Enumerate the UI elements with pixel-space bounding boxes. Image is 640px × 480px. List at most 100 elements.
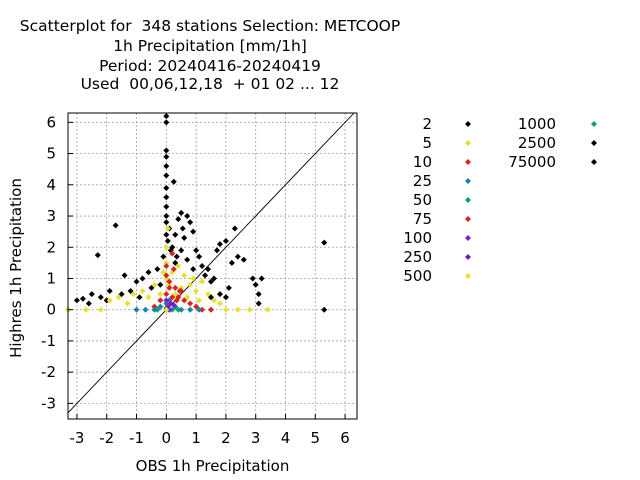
legend-label-75: 75 [413, 210, 432, 228]
point-series-2-68 [172, 259, 179, 266]
point-series-2-15 [145, 269, 152, 276]
point-series-2-31 [164, 238, 171, 245]
point-series-2-8 [94, 252, 101, 259]
point-series-2-72 [160, 253, 167, 260]
identity-line [67, 112, 355, 414]
y-tick-label-8: 5 [46, 145, 56, 163]
point-series-2-21 [163, 147, 170, 154]
point-series-2-23 [163, 163, 170, 170]
legend-label-75000: 75000 [508, 153, 556, 171]
point-series-25-9 [196, 306, 203, 313]
point-series-2-62 [255, 300, 262, 307]
point-series-10-2 [166, 278, 173, 285]
point-series-5-3 [106, 297, 113, 304]
chart-subtitle-used: Used 00,06,12,18 + 01 02 ... 12 [80, 75, 340, 93]
point-series-2-11 [127, 287, 134, 294]
legend-label-2500: 2500 [518, 134, 556, 152]
point-series-2-53 [225, 284, 232, 291]
point-series-5-31 [166, 281, 173, 288]
point-series-10-1 [163, 272, 170, 279]
point-series-10-0 [163, 263, 170, 269]
legend-marker-50 [465, 197, 471, 203]
point-series-5-4 [115, 294, 122, 301]
legend-marker-5 [465, 140, 471, 146]
legend-label-2: 2 [422, 115, 432, 133]
point-series-50-3 [175, 306, 182, 313]
point-series-2-59 [252, 281, 259, 288]
y-tick-label-1: -2 [41, 363, 56, 381]
point-series-2-52 [222, 238, 229, 245]
point-series-2-43 [193, 247, 200, 254]
point-series-2-2 [85, 300, 92, 307]
point-series-2-45 [199, 263, 206, 269]
point-series-5-21 [205, 291, 212, 298]
legend-label-1000: 1000 [518, 115, 556, 133]
point-series-2-65 [208, 294, 215, 301]
point-series-2-66 [216, 291, 223, 298]
point-series-5-24 [222, 306, 229, 313]
point-series-2-56 [234, 253, 241, 260]
point-series-5-19 [193, 287, 200, 294]
y-axis-label: Highres 1h Precipitation [7, 178, 25, 358]
chart-subtitle-period: Period: 20240416-20240419 [99, 57, 321, 75]
point-series-2-41 [187, 219, 194, 226]
point-series-2-25 [163, 184, 170, 191]
x-tick-label-1: -2 [99, 429, 114, 447]
point-series-5-1 [82, 306, 89, 313]
point-series-5-27 [264, 306, 271, 313]
point-series-2-30 [163, 231, 170, 238]
point-series-10-9 [193, 303, 200, 310]
point-series-5-14 [164, 225, 171, 232]
point-series-2-10 [121, 272, 128, 279]
point-series-2-4 [97, 294, 104, 301]
point-series-2-44 [196, 253, 203, 260]
point-series-2-22 [163, 153, 170, 160]
point-series-2-16 [148, 284, 155, 291]
point-series-2-57 [240, 256, 247, 263]
point-series-2-55 [231, 225, 238, 232]
point-series-2-67 [222, 294, 229, 301]
legend-label-25: 25 [413, 172, 432, 190]
point-series-2-26 [163, 194, 170, 201]
point-series-2-51 [216, 241, 223, 248]
point-series-5-13 [163, 244, 170, 251]
point-series-5-26 [246, 306, 253, 313]
point-series-2-35 [172, 231, 179, 238]
legend-marker-2 [465, 121, 471, 127]
legend-marker-2500 [591, 140, 597, 146]
legend-marker-500 [465, 273, 471, 279]
point-series-2-18 [157, 281, 164, 288]
point-series-10-7 [181, 297, 188, 304]
point-series-2-58 [249, 275, 256, 282]
point-series-5-20 [199, 278, 206, 285]
data-points [65, 113, 328, 313]
y-tick-label-2: -1 [41, 332, 56, 350]
legend-label-50: 50 [413, 191, 432, 209]
point-series-2-74 [173, 253, 180, 260]
point-series-2-71 [190, 266, 197, 273]
x-tick-label-8: 5 [311, 429, 321, 447]
point-series-10-4 [172, 284, 179, 291]
point-series-5-30 [184, 294, 191, 301]
point-series-2-14 [139, 275, 146, 282]
legend-label-250: 250 [403, 248, 432, 266]
point-series-5-34 [196, 297, 203, 304]
point-series-5-16 [175, 263, 182, 269]
x-tick-label-0: -3 [69, 429, 84, 447]
point-series-5-5 [124, 300, 131, 307]
point-series-75-4 [176, 287, 183, 294]
point-series-10-13 [151, 303, 158, 310]
point-series-2-27 [163, 203, 170, 210]
point-series-2-46 [202, 272, 209, 279]
legend-label-500: 500 [403, 267, 432, 285]
point-series-5-17 [181, 272, 188, 279]
point-series-5-23 [216, 300, 223, 307]
point-series-2-1 [79, 295, 86, 302]
point-series-2-37 [178, 209, 185, 216]
point-series-2-17 [154, 266, 161, 273]
point-series-25-1 [142, 306, 149, 313]
point-series-75-1 [166, 284, 173, 291]
point-series-2-12 [133, 278, 140, 285]
point-series-2-61 [258, 275, 265, 282]
